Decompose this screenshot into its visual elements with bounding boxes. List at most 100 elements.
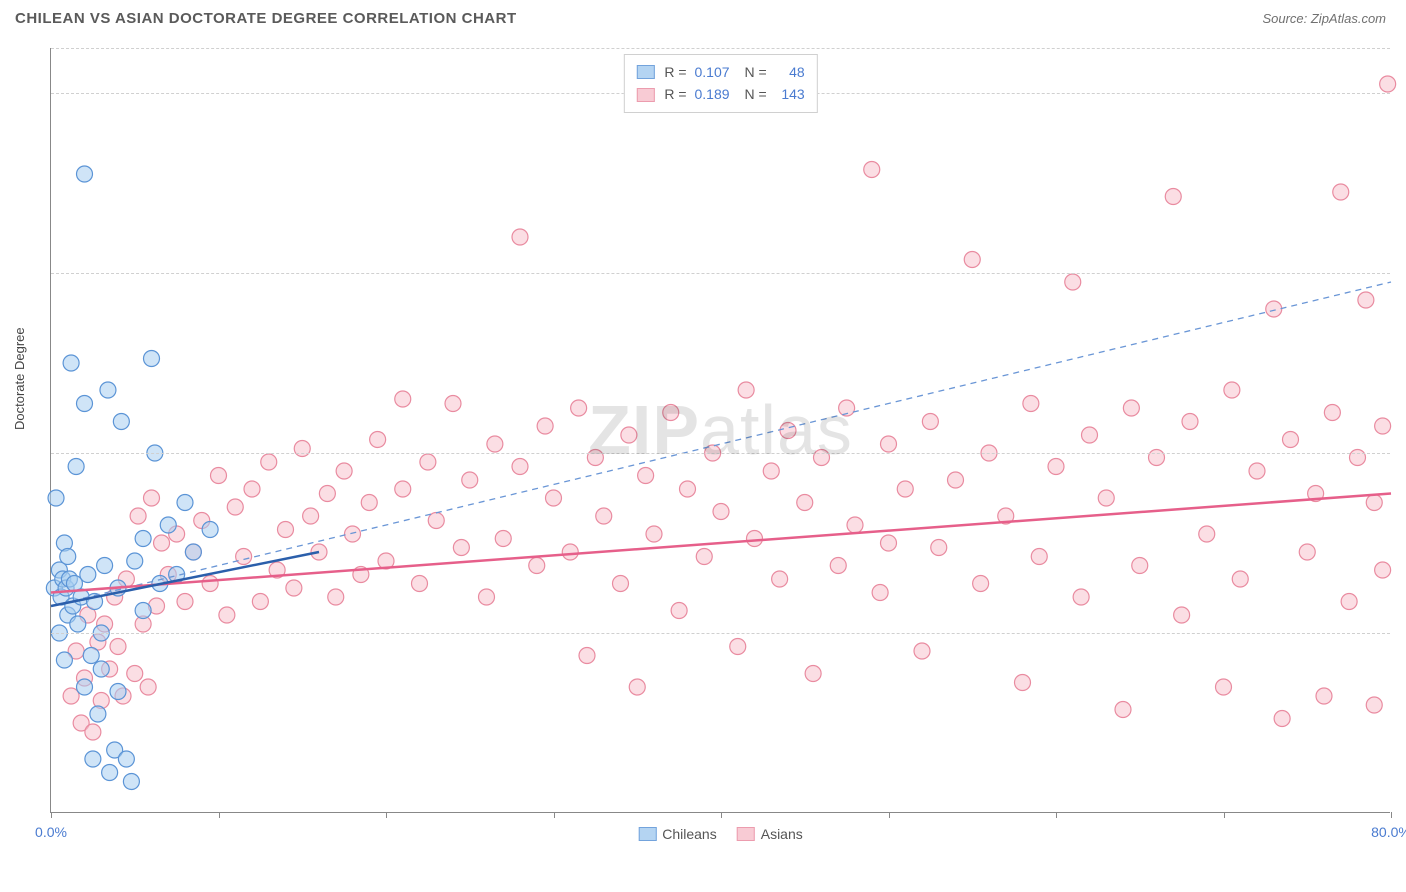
x-tick xyxy=(1056,812,1057,818)
data-point xyxy=(1350,450,1366,466)
data-point xyxy=(671,603,687,619)
n-value-asians: 143 xyxy=(775,83,805,105)
legend-row-asians: R = 0.189 N = 143 xyxy=(636,83,804,105)
data-point xyxy=(160,517,176,533)
legend-series: Chileans Asians xyxy=(638,826,803,842)
data-point xyxy=(579,648,595,664)
chart-plot-area: ZIPatlas R = 0.107 N = 48 R = 0.189 N = … xyxy=(50,48,1390,813)
data-point xyxy=(680,481,696,497)
data-point xyxy=(1366,697,1382,713)
data-point xyxy=(85,724,101,740)
x-tick xyxy=(219,812,220,818)
data-point xyxy=(336,463,352,479)
data-point xyxy=(80,567,96,583)
data-point xyxy=(1224,382,1240,398)
data-point xyxy=(646,526,662,542)
data-point xyxy=(1299,544,1315,560)
x-tick xyxy=(889,812,890,818)
data-point xyxy=(1073,589,1089,605)
data-point xyxy=(77,679,93,695)
data-point xyxy=(77,396,93,412)
data-point xyxy=(177,594,193,610)
data-point xyxy=(395,391,411,407)
gridline-h xyxy=(51,633,1390,634)
data-point xyxy=(730,639,746,655)
data-point xyxy=(562,544,578,560)
data-point xyxy=(1199,526,1215,542)
data-point xyxy=(97,558,113,574)
data-point xyxy=(1031,549,1047,565)
x-tick-label: 80.0% xyxy=(1371,824,1406,840)
x-tick xyxy=(51,812,52,818)
data-point xyxy=(1015,675,1031,691)
data-point xyxy=(872,585,888,601)
data-point xyxy=(1065,274,1081,290)
gridline-h xyxy=(51,273,1390,274)
data-point xyxy=(1123,400,1139,416)
data-point xyxy=(219,607,235,623)
data-point xyxy=(1333,184,1349,200)
data-point xyxy=(747,531,763,547)
data-point xyxy=(587,450,603,466)
data-point xyxy=(1182,414,1198,430)
data-point xyxy=(236,549,252,565)
data-point xyxy=(621,427,637,443)
data-point xyxy=(211,468,227,484)
data-point xyxy=(445,396,461,412)
data-point xyxy=(529,558,545,574)
y-tick-label: 6.0% xyxy=(1395,265,1406,281)
data-point xyxy=(638,468,654,484)
data-point xyxy=(1023,396,1039,412)
data-point xyxy=(453,540,469,556)
data-point xyxy=(1375,418,1391,434)
data-point xyxy=(1375,562,1391,578)
data-point xyxy=(629,679,645,695)
data-point xyxy=(864,162,880,178)
x-tick xyxy=(1224,812,1225,818)
data-point xyxy=(922,414,938,430)
data-point xyxy=(328,589,344,605)
data-point xyxy=(420,454,436,470)
data-point xyxy=(83,648,99,664)
x-tick xyxy=(554,812,555,818)
data-point xyxy=(1232,571,1248,587)
data-point xyxy=(1149,450,1165,466)
data-point xyxy=(847,517,863,533)
scatter-svg xyxy=(51,48,1390,812)
data-point xyxy=(227,499,243,515)
data-point xyxy=(428,513,444,529)
n-value-chileans: 48 xyxy=(775,61,805,83)
data-point xyxy=(1115,702,1131,718)
data-point xyxy=(48,490,64,506)
data-point xyxy=(68,459,84,475)
data-point xyxy=(1274,711,1290,727)
data-point xyxy=(123,774,139,790)
data-point xyxy=(85,751,101,767)
data-point xyxy=(278,522,294,538)
data-point xyxy=(805,666,821,682)
data-point xyxy=(713,504,729,520)
data-point xyxy=(154,535,170,551)
data-point xyxy=(1366,495,1382,511)
legend-item-chileans: Chileans xyxy=(638,826,716,842)
data-point xyxy=(571,400,587,416)
data-point xyxy=(130,508,146,524)
data-point xyxy=(948,472,964,488)
x-tick xyxy=(721,812,722,818)
data-point xyxy=(1266,301,1282,317)
data-point xyxy=(1165,189,1181,205)
data-point xyxy=(1048,459,1064,475)
data-point xyxy=(881,436,897,452)
legend-swatch-asians-bottom xyxy=(737,827,755,841)
data-point xyxy=(110,639,126,655)
data-point xyxy=(931,540,947,556)
data-point xyxy=(118,751,134,767)
data-point xyxy=(144,351,160,367)
data-point xyxy=(1174,607,1190,623)
legend-swatch-chileans xyxy=(636,65,654,79)
data-point xyxy=(395,481,411,497)
data-point xyxy=(696,549,712,565)
legend-correlation-box: R = 0.107 N = 48 R = 0.189 N = 143 xyxy=(623,54,817,113)
data-point xyxy=(738,382,754,398)
chart-header: CHILEAN VS ASIAN DOCTORATE DEGREE CORREL… xyxy=(0,0,1406,32)
